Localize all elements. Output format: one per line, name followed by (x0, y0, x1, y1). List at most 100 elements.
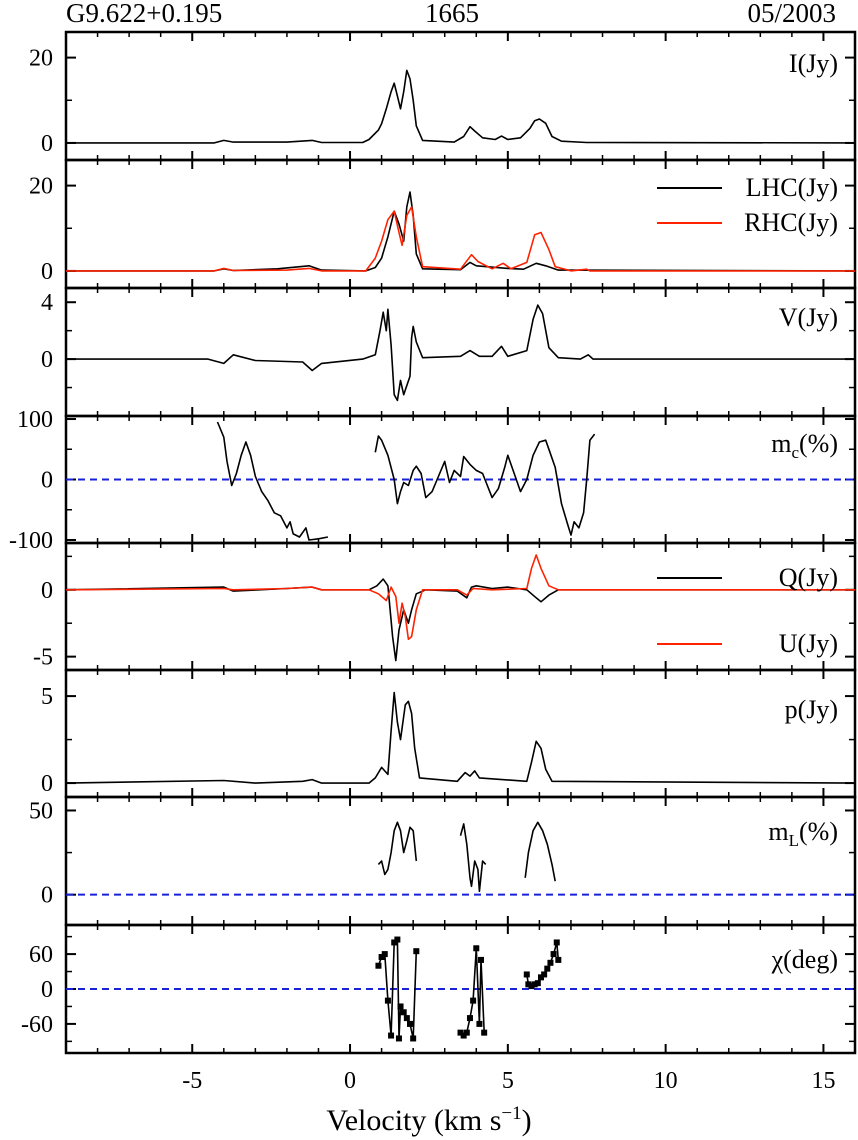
series-line-LHC-RHC-0 (66, 191, 856, 272)
data-point (466, 1015, 473, 1022)
data-point (550, 951, 557, 958)
y-tick-label: -5 (33, 645, 53, 671)
data-point (375, 962, 382, 969)
data-point (531, 981, 538, 988)
data-point (528, 983, 535, 990)
panel-label: mc(%) (771, 429, 838, 462)
panel-mL: 0 50 mL(%) (29, 795, 857, 927)
panel-p: 0 5 p(Jy) (41, 668, 857, 799)
series-line-I-0 (66, 69, 856, 144)
legend-label: LHC(Jy) (746, 173, 838, 202)
data-point (388, 1032, 395, 1039)
y-tick-label: 60 (29, 942, 53, 968)
data-point (391, 939, 398, 946)
y-tick-label: 0 (41, 468, 53, 494)
data-point (544, 965, 551, 972)
data-point (523, 971, 530, 978)
panel-label: χ(deg) (771, 945, 838, 974)
x-axis-label-exponent: −1 (501, 1103, 522, 1124)
data-point (470, 997, 477, 1004)
data-point (413, 948, 420, 955)
panel-chi: -60 0 60 χ(deg) (21, 923, 857, 1055)
series-line-mL-2 (524, 821, 556, 882)
panel-LHC-RHC: 0 20 LHC(Jy) RHC(Jy) (29, 158, 857, 290)
y-tick-label: 0 (41, 347, 53, 373)
data-point (547, 959, 554, 966)
data-point (537, 974, 544, 981)
x-tick-label: 5 (502, 1068, 514, 1094)
data-point (400, 1009, 407, 1016)
y-tick-label: 20 (29, 174, 53, 200)
data-point (395, 1035, 402, 1042)
panel-frame (64, 414, 857, 545)
title-source: G9.622+0.195 (66, 0, 223, 28)
y-tick-label: 0 (41, 578, 53, 604)
x-axis-label-close: ) (521, 1104, 532, 1137)
data-point (397, 1003, 404, 1010)
y-tick-label: -100 (9, 528, 53, 554)
legend-label: Q(Jy) (779, 563, 838, 592)
data-point (525, 981, 532, 988)
y-tick-label: 0 (41, 259, 53, 285)
series-line-mc-0 (216, 421, 329, 541)
panel-frame (64, 795, 857, 927)
data-point (457, 1029, 464, 1036)
y-tick-label: 0 (41, 771, 53, 797)
series-line-p-0 (65, 691, 856, 784)
series-line-mL-1 (459, 823, 487, 893)
data-point (403, 1015, 410, 1022)
data-point (553, 939, 560, 946)
x-tick-label: -5 (182, 1068, 202, 1094)
panel-mc: -100 0 100 mc(%) (9, 407, 857, 554)
x-tick-label: 10 (654, 1068, 678, 1094)
data-point (407, 1020, 414, 1027)
panel-V: 0 4 V(Jy) (41, 286, 857, 418)
panel-label: mL(%) (768, 817, 838, 850)
data-point (394, 936, 401, 943)
panel-frame (64, 286, 857, 418)
y-tick-label: 0 (41, 883, 53, 909)
data-point (384, 997, 391, 1004)
data-point (478, 956, 485, 963)
y-tick-label: 4 (41, 290, 53, 316)
panel-label: I(Jy) (789, 49, 838, 78)
legend-label: RHC(Jy) (744, 208, 838, 237)
y-tick-label: 0 (41, 977, 53, 1003)
x-axis-label: Velocity (km s−1) (0, 1096, 858, 1139)
y-tick-label: 20 (29, 46, 53, 72)
title-frequency: 1665 (425, 0, 479, 28)
data-point (555, 956, 562, 963)
panel-frame (64, 541, 857, 672)
data-point (463, 1029, 470, 1036)
x-tick-label: 15 (811, 1068, 835, 1094)
panel-I: 0 20 I(Jy) (29, 30, 857, 162)
y-tick-label: 50 (29, 798, 53, 824)
data-point (541, 971, 548, 978)
data-point (410, 1035, 417, 1042)
panel-Q-U: -5 0 Q(Jy) U(Jy) (33, 541, 857, 672)
data-point (378, 954, 385, 960)
data-point (534, 980, 541, 987)
title-date: 05/2003 (747, 0, 836, 28)
series-line-LHC-RHC-1 (66, 206, 855, 272)
series-line-mc-1 (374, 433, 596, 536)
panel-label: p(Jy) (785, 695, 838, 724)
series-line-V-0 (66, 304, 855, 402)
y-tick-label: 0 (41, 131, 53, 157)
data-point (460, 1032, 467, 1039)
data-point (473, 945, 480, 952)
data-point (381, 951, 388, 958)
y-tick-label: -60 (21, 1012, 53, 1038)
series-line-mL-0 (377, 821, 418, 876)
panel-frame (64, 30, 857, 162)
legend-label: U(Jy) (779, 629, 838, 658)
x-axis-label-text: Velocity (km s (326, 1104, 502, 1137)
y-tick-label: 100 (17, 407, 53, 433)
series-line-Q-U-1 (65, 554, 855, 641)
data-point (481, 1029, 488, 1036)
x-tick-label: 0 (344, 1068, 356, 1094)
panel-label: V(Jy) (779, 303, 838, 332)
y-tick-label: 5 (41, 684, 53, 710)
data-point (476, 1020, 483, 1027)
